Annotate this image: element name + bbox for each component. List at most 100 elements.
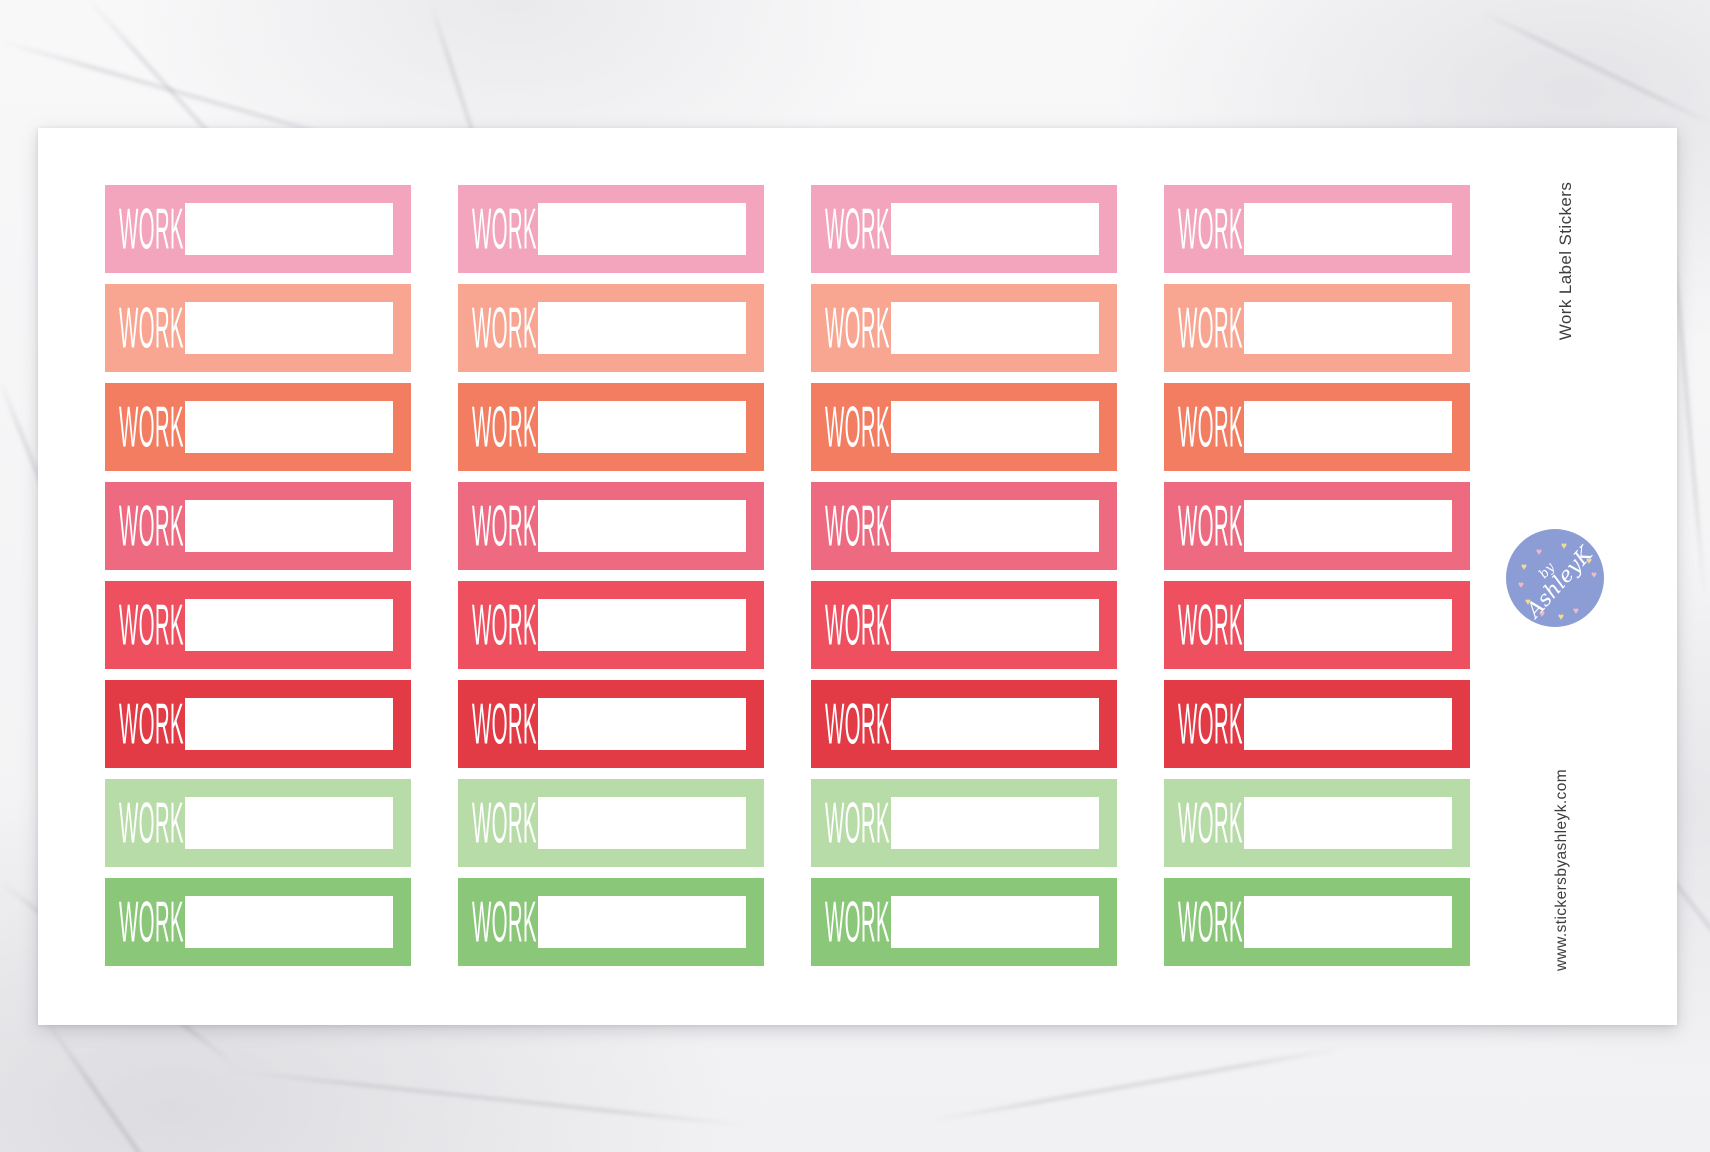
sticker-label: WORK xyxy=(119,492,184,558)
writing-area xyxy=(1244,599,1452,651)
sticker-coral-red: WORK xyxy=(105,581,411,669)
heart-icon: ♥ xyxy=(1539,609,1545,620)
sticker-label: WORK xyxy=(825,690,890,756)
writing-area xyxy=(1244,401,1452,453)
writing-area xyxy=(185,302,393,354)
sticker-label: WORK xyxy=(472,888,537,954)
sticker-green: WORK xyxy=(811,878,1117,966)
sticker-coral: WORK xyxy=(811,383,1117,471)
writing-area xyxy=(185,797,393,849)
sticker-watermelon: WORK xyxy=(105,482,411,570)
sticker-label: WORK xyxy=(825,294,890,360)
writing-area xyxy=(891,599,1099,651)
heart-icon: ♥ xyxy=(1521,562,1527,573)
heart-icon: ♥ xyxy=(1518,580,1524,591)
sticker-watermelon: WORK xyxy=(811,482,1117,570)
marble-vein xyxy=(929,1047,1344,1122)
sticker-pink: WORK xyxy=(811,185,1117,273)
heart-icon: ♥ xyxy=(1586,556,1592,567)
writing-area xyxy=(185,500,393,552)
sticker-red: WORK xyxy=(811,680,1117,768)
writing-area xyxy=(1244,797,1452,849)
sticker-label: WORK xyxy=(472,393,537,459)
sticker-sheet: WORK WORK WORK WORK WORK WORK WORK WORK WORK WORK… xyxy=(38,128,1677,1025)
writing-area xyxy=(891,896,1099,948)
writing-area xyxy=(891,401,1099,453)
sticker-label: WORK xyxy=(472,591,537,657)
sticker-pink: WORK xyxy=(458,185,764,273)
brand-logo: ♥ ♥ ♥ ♥ ♥ ♥ ♥ ♥ ♥ ♥ by AshleyK xyxy=(1506,529,1604,627)
sticker-label: WORK xyxy=(119,690,184,756)
writing-area xyxy=(538,698,746,750)
website-url-vertical: www.stickersbyashleyk.com xyxy=(1553,768,1570,972)
sticker-label: WORK xyxy=(1178,888,1243,954)
heart-icon: ♥ xyxy=(1525,597,1531,608)
writing-area xyxy=(1244,698,1452,750)
sticker-label: WORK xyxy=(119,591,184,657)
sticker-label: WORK xyxy=(825,888,890,954)
heart-icon: ♥ xyxy=(1536,547,1542,558)
sticker-label: WORK xyxy=(1178,789,1243,855)
sticker-coral-red: WORK xyxy=(458,581,764,669)
sticker-label: WORK xyxy=(1178,492,1243,558)
sticker-label: WORK xyxy=(1178,690,1243,756)
sticker-light-green: WORK xyxy=(458,779,764,867)
sticker-watermelon: WORK xyxy=(458,482,764,570)
writing-area xyxy=(185,698,393,750)
writing-area xyxy=(1244,203,1452,255)
writing-area xyxy=(891,500,1099,552)
sticker-watermelon: WORK xyxy=(1164,482,1470,570)
writing-area xyxy=(538,302,746,354)
sticker-pink: WORK xyxy=(105,185,411,273)
writing-area xyxy=(538,599,746,651)
heart-icon: ♥ xyxy=(1561,541,1567,552)
sticker-red: WORK xyxy=(105,680,411,768)
writing-area xyxy=(891,797,1099,849)
sticker-label: WORK xyxy=(119,195,184,261)
marble-vein xyxy=(1479,10,1710,126)
logo-script-text: by AshleyK xyxy=(1486,509,1624,647)
sticker-label: WORK xyxy=(825,492,890,558)
writing-area xyxy=(891,698,1099,750)
sticker-label: WORK xyxy=(119,888,184,954)
sticker-label: WORK xyxy=(472,789,537,855)
sticker-label: WORK xyxy=(825,591,890,657)
sticker-light-green: WORK xyxy=(1164,779,1470,867)
marble-vein xyxy=(38,1010,248,1152)
sticker-peach: WORK xyxy=(811,284,1117,372)
sticker-peach: WORK xyxy=(458,284,764,372)
sticker-label: WORK xyxy=(1178,591,1243,657)
sticker-label: WORK xyxy=(119,294,184,360)
sticker-label: WORK xyxy=(119,789,184,855)
sticker-label: WORK xyxy=(825,789,890,855)
writing-area xyxy=(185,401,393,453)
sticker-coral-red: WORK xyxy=(1164,581,1470,669)
sticker-light-green: WORK xyxy=(811,779,1117,867)
writing-area xyxy=(1244,500,1452,552)
sticker-coral: WORK xyxy=(1164,383,1470,471)
sticker-red: WORK xyxy=(1164,680,1470,768)
writing-area xyxy=(538,896,746,948)
sticker-label: WORK xyxy=(472,195,537,261)
heart-icon: ♥ xyxy=(1573,606,1579,617)
sticker-peach: WORK xyxy=(1164,284,1470,372)
sticker-label: WORK xyxy=(472,492,537,558)
sticker-label: WORK xyxy=(1178,294,1243,360)
sticker-label: WORK xyxy=(1178,195,1243,261)
sticker-coral: WORK xyxy=(105,383,411,471)
logo-name-text: AshleyK xyxy=(1521,541,1598,623)
sticker-label: WORK xyxy=(825,195,890,261)
sticker-peach: WORK xyxy=(105,284,411,372)
sticker-pink: WORK xyxy=(1164,185,1470,273)
sticker-label: WORK xyxy=(825,393,890,459)
sticker-green: WORK xyxy=(458,878,764,966)
writing-area xyxy=(891,302,1099,354)
sticker-coral-red: WORK xyxy=(811,581,1117,669)
sticker-green: WORK xyxy=(1164,878,1470,966)
writing-area xyxy=(185,896,393,948)
sticker-coral: WORK xyxy=(458,383,764,471)
sticker-red: WORK xyxy=(458,680,764,768)
writing-area xyxy=(538,401,746,453)
writing-area xyxy=(1244,896,1452,948)
heart-icon: ♥ xyxy=(1591,570,1597,581)
